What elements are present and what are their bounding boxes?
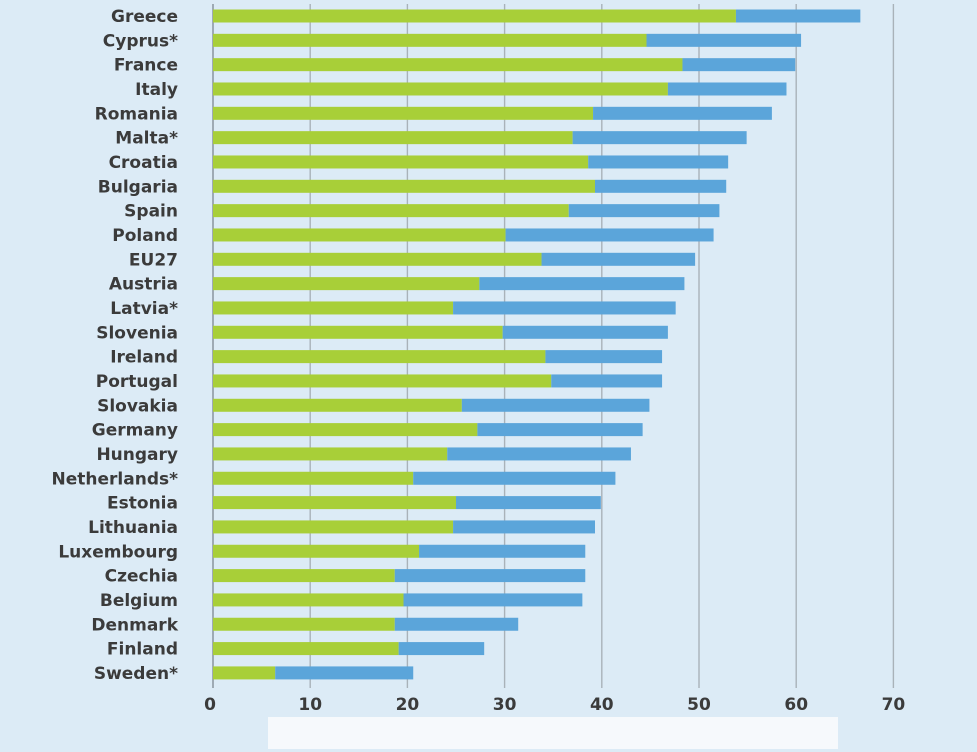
bar-slightly-20: [456, 496, 601, 510]
category-label: Lithuania: [88, 518, 178, 538]
bar-very-much-24: [213, 593, 404, 607]
category-label: Malta*: [115, 129, 178, 149]
category-label: Finland: [107, 640, 178, 660]
bar-very-much-5: [213, 131, 573, 145]
bar-very-much-6: [213, 155, 589, 169]
bar-slightly-4: [593, 106, 772, 120]
category-label: Croatia: [109, 153, 178, 173]
category-label: Sweden*: [94, 664, 178, 684]
bar-slightly-8: [568, 204, 720, 218]
x-tick-label: 70: [882, 695, 906, 715]
bar-slightly-17: [477, 423, 643, 437]
bar-very-much-26: [213, 642, 399, 656]
category-label: Netherlands*: [52, 469, 179, 489]
bar-slightly-19: [413, 471, 616, 485]
x-tick-label: 40: [590, 695, 614, 715]
category-label: Austria: [109, 275, 178, 295]
category-label: Poland: [112, 226, 178, 246]
bar-very-much-10: [213, 252, 542, 266]
bar-slightly-22: [419, 544, 586, 558]
bar-slightly-6: [588, 155, 729, 169]
bar-very-much-8: [213, 204, 569, 218]
bar-very-much-1: [213, 33, 647, 47]
bar-slightly-7: [594, 179, 727, 193]
legend-background: [268, 717, 838, 749]
bar-slightly-1: [646, 33, 802, 47]
category-label: Belgium: [100, 591, 178, 611]
bar-very-much-15: [213, 374, 552, 388]
category-label: France: [114, 56, 178, 76]
category-label: Romania: [95, 104, 178, 124]
bar-very-much-0: [213, 9, 736, 23]
bar-slightly-2: [682, 58, 796, 72]
bar-very-much-11: [213, 277, 480, 291]
bar-slightly-10: [541, 252, 696, 266]
category-label: Slovakia: [97, 396, 178, 416]
bar-slightly-3: [667, 82, 787, 96]
bar-very-much-22: [213, 544, 420, 558]
bar-very-much-23: [213, 569, 395, 583]
category-label: Portugal: [96, 372, 178, 392]
bar-very-much-25: [213, 617, 395, 631]
bar-slightly-11: [479, 277, 685, 291]
bar-slightly-15: [551, 374, 663, 388]
category-label: Luxembourg: [58, 542, 178, 562]
category-label: Czechia: [105, 567, 178, 587]
bar-very-much-18: [213, 447, 448, 461]
category-label: Italy: [135, 80, 178, 100]
bar-very-much-7: [213, 179, 595, 193]
bar-slightly-24: [403, 593, 583, 607]
category-label: Bulgaria: [98, 177, 178, 197]
bar-very-much-16: [213, 398, 462, 412]
bar-slightly-26: [398, 642, 485, 656]
category-label: Denmark: [91, 615, 178, 635]
x-tick-label: 60: [784, 695, 808, 715]
bar-slightly-27: [275, 666, 414, 680]
category-label: Slovenia: [96, 323, 178, 343]
x-tick-label: 10: [298, 695, 322, 715]
category-label: Hungary: [96, 445, 178, 465]
category-label: Spain: [124, 202, 178, 222]
category-label: Germany: [92, 421, 178, 441]
bar-slightly-23: [394, 569, 586, 583]
bar-very-much-19: [213, 471, 414, 485]
bar-very-much-20: [213, 496, 456, 510]
category-label: Latvia*: [110, 299, 178, 319]
bar-very-much-2: [213, 58, 683, 72]
bar-slightly-13: [502, 325, 668, 339]
bar-slightly-25: [394, 617, 519, 631]
bar-very-much-17: [213, 423, 478, 437]
bar-slightly-21: [453, 520, 595, 534]
x-tick-label: 0: [204, 695, 216, 715]
bar-very-much-3: [213, 82, 668, 96]
category-label: Estonia: [107, 494, 178, 514]
x-tick-label: 30: [493, 695, 517, 715]
bar-very-much-14: [213, 350, 546, 364]
bar-slightly-14: [545, 350, 663, 364]
bar-very-much-21: [213, 520, 454, 534]
bar-very-much-12: [213, 301, 454, 315]
bar-slightly-12: [453, 301, 676, 315]
bar-very-much-13: [213, 325, 503, 339]
bar-very-much-27: [213, 666, 276, 680]
bar-slightly-16: [461, 398, 650, 412]
bar-slightly-5: [572, 131, 747, 145]
category-label: EU27: [129, 250, 178, 270]
x-tick-label: 20: [396, 695, 420, 715]
category-label: Greece: [111, 7, 178, 27]
bar-very-much-4: [213, 106, 594, 120]
bar-slightly-9: [505, 228, 714, 242]
bar-very-much-9: [213, 228, 506, 242]
category-label: Ireland: [110, 348, 178, 368]
x-tick-label: 50: [687, 695, 711, 715]
category-label: Cyprus*: [103, 31, 178, 51]
bar-slightly-0: [735, 9, 861, 23]
bar-slightly-18: [447, 447, 631, 461]
